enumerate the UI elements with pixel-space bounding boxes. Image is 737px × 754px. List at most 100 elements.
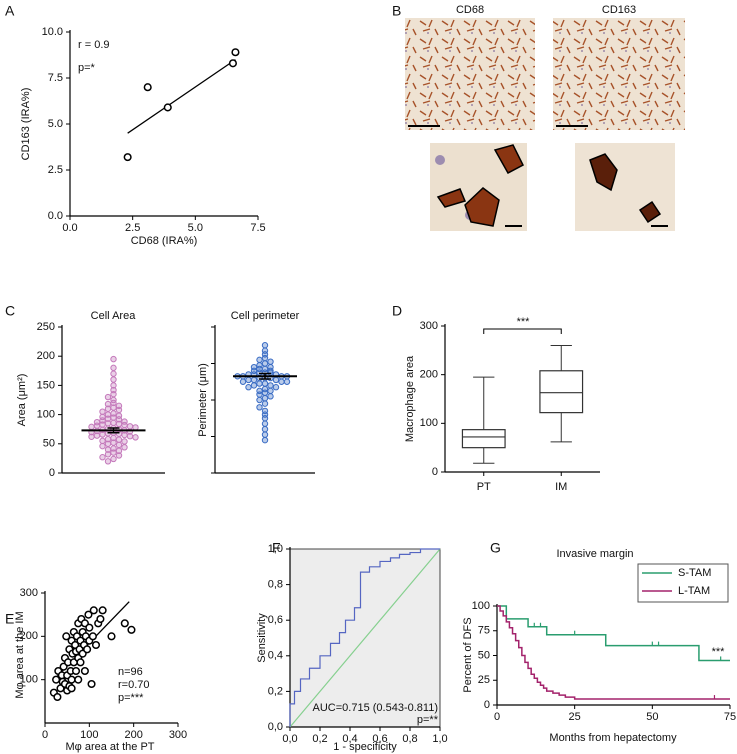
y-tick-label: 100	[472, 600, 490, 612]
dot	[261, 380, 269, 387]
dot	[239, 378, 247, 385]
x-tick-label: 5.0	[188, 222, 203, 234]
dot	[110, 370, 117, 377]
point	[88, 632, 97, 641]
dot	[261, 415, 269, 422]
y-tick-label: 0	[432, 466, 438, 478]
dot	[283, 378, 291, 385]
point	[71, 666, 81, 676]
dot	[261, 389, 269, 396]
dot	[261, 431, 269, 438]
survival-curve	[497, 605, 730, 700]
x-tick-label: 0.0	[62, 222, 77, 234]
dot	[104, 451, 112, 458]
dot	[110, 455, 117, 463]
dot	[132, 424, 139, 431]
panel-label: E	[5, 611, 14, 627]
dot	[267, 369, 274, 376]
y-axis-label: Macrophage area	[404, 355, 416, 442]
y-tick-label: 75	[478, 625, 490, 637]
dot	[256, 380, 263, 387]
dot	[110, 376, 117, 383]
panel-label: B	[392, 3, 401, 19]
roc-curve	[289, 548, 440, 727]
nucleus	[435, 155, 445, 165]
annotation: p=***	[118, 692, 144, 704]
dot	[110, 439, 117, 446]
point	[83, 645, 92, 654]
dot	[261, 354, 269, 362]
panel-label: C	[5, 303, 15, 319]
micrograph	[575, 143, 675, 231]
dot	[99, 437, 106, 445]
dot	[110, 390, 117, 398]
panel-label: F	[272, 540, 281, 556]
cell	[493, 144, 524, 175]
dot	[256, 369, 263, 376]
point	[91, 640, 101, 650]
legend-box	[637, 563, 729, 603]
y-axis-label: Perimeter (μm)	[197, 363, 209, 437]
dot	[99, 431, 106, 438]
y-tick-label: 0	[484, 699, 490, 711]
y-tick-label: 100	[37, 409, 55, 421]
point	[76, 658, 85, 667]
x-tick-label: PT	[477, 481, 491, 493]
y-tick-label: 100	[420, 417, 438, 429]
dot	[267, 387, 274, 395]
dot	[115, 420, 123, 428]
dot	[121, 431, 128, 439]
dot	[121, 444, 128, 451]
point	[143, 83, 152, 92]
y-tick-label: 100	[20, 674, 38, 686]
x-tick-label: 0	[42, 729, 48, 741]
dot	[88, 433, 95, 440]
y-tick-label: 200	[420, 369, 438, 381]
micrograph	[553, 18, 685, 130]
y-axis-label: Area (μm²)	[16, 374, 28, 427]
dot	[104, 420, 112, 427]
x-tick-label: 0,0	[282, 733, 297, 745]
dot	[99, 454, 106, 461]
legend-label: L-TAM	[678, 585, 710, 597]
dot	[115, 452, 123, 459]
y-tick-label: 0	[49, 467, 55, 479]
dot	[99, 408, 106, 415]
point	[84, 610, 93, 619]
point	[123, 153, 132, 162]
x-tick-label: 0,4	[342, 733, 357, 745]
panel-label: A	[5, 3, 15, 19]
cell-outlines	[589, 153, 662, 224]
annotation: ***	[712, 646, 726, 658]
dot	[110, 355, 117, 363]
x-tick-label: 1,0	[432, 733, 447, 745]
cell	[589, 153, 618, 192]
point	[74, 675, 83, 684]
dot	[110, 404, 117, 411]
survival-curve	[497, 605, 730, 662]
dot	[126, 433, 134, 440]
sem-bar	[259, 372, 271, 380]
dot	[93, 432, 101, 439]
point	[89, 606, 98, 615]
y-tick-label: 0,2	[268, 685, 283, 697]
x-tick-label: 0,2	[312, 733, 327, 745]
dot	[250, 376, 258, 384]
y-tick-label: 250	[37, 321, 55, 333]
dot	[104, 415, 112, 422]
y-tick-label: 0.0	[48, 210, 63, 222]
dot	[267, 393, 274, 400]
dot	[261, 400, 269, 407]
x-tick-label: IM	[555, 481, 567, 493]
x-tick-label: 2.5	[125, 222, 140, 234]
dot	[99, 421, 106, 428]
point	[127, 625, 136, 634]
dot	[126, 423, 134, 430]
x-axis-label: CD68 (IRA%)	[131, 235, 198, 247]
dot	[121, 438, 128, 445]
y-tick-label: 200	[37, 350, 55, 362]
y-tick-label: 300	[420, 320, 438, 332]
dot	[267, 358, 274, 365]
